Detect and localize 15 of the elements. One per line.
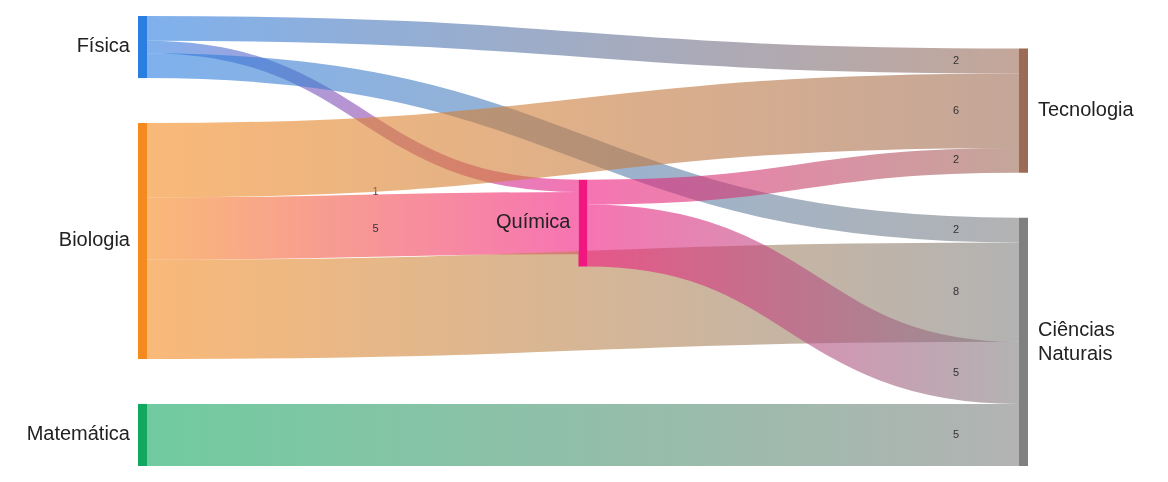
data-label: 2 [952, 153, 959, 166]
data-label: 8 [952, 285, 959, 298]
data-label: 5 [952, 427, 959, 440]
data-label: 2 [952, 223, 959, 236]
data-label: 1 [372, 184, 379, 197]
category-label: Biologia [58, 228, 131, 251]
category-label: Química [496, 210, 572, 233]
category-label: Tecnologia [1038, 97, 1135, 120]
data-label: 2 [952, 53, 959, 66]
category-label: Ciências Naturais [1038, 318, 1115, 365]
data-label: 5 [372, 222, 379, 235]
category-label: Matemática [26, 422, 131, 445]
data-label: 5 [952, 365, 959, 378]
category-label: Física [76, 34, 131, 57]
data-label: 6 [952, 103, 959, 116]
